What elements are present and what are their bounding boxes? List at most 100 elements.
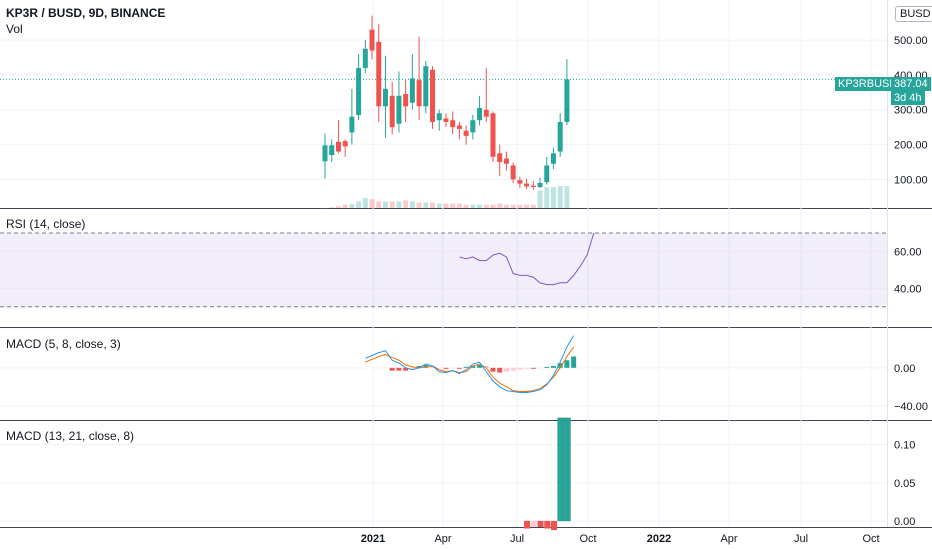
macd-fast-pane-label: MACD (5, 8, close, 3) xyxy=(6,337,121,351)
volume-bar xyxy=(436,203,442,208)
ticker-tag: KP3RBUSD xyxy=(835,77,901,91)
bar-countdown-tag: 3d 4h xyxy=(891,91,925,105)
macd-slow-histogram-bar xyxy=(544,520,551,529)
candle xyxy=(443,118,449,122)
macd-histogram-bar xyxy=(510,367,516,371)
candle xyxy=(564,79,570,122)
macd-histogram-bar xyxy=(477,364,483,368)
currency-button[interactable]: BUSD xyxy=(895,6,932,22)
candle xyxy=(322,145,328,162)
macd-slow-histogram-bar xyxy=(557,417,564,522)
volume-bar xyxy=(497,203,503,208)
macd-histogram-bar xyxy=(571,356,577,368)
x-tick-label: Jul xyxy=(794,533,808,545)
volume-bar xyxy=(463,204,469,208)
candle xyxy=(403,94,409,107)
candle xyxy=(524,183,530,187)
volume-bar xyxy=(342,204,348,208)
rsi-line xyxy=(459,232,595,286)
candle xyxy=(349,116,355,133)
y-tick-label: 500.00 xyxy=(894,35,928,47)
candle xyxy=(382,88,388,107)
volume-bar xyxy=(517,204,523,208)
candle xyxy=(369,29,375,51)
volume-bar xyxy=(403,200,409,208)
current-price-tag: 387.04 xyxy=(891,77,931,91)
x-tick-label: Apr xyxy=(720,533,737,545)
candle xyxy=(510,165,516,180)
volume-bar xyxy=(503,204,509,208)
volume-bar xyxy=(550,187,556,208)
volume-bar xyxy=(510,204,516,208)
macd-histogram-bar xyxy=(490,367,496,372)
macd-histogram-bar xyxy=(456,367,462,369)
volume-bar xyxy=(362,198,368,208)
candle xyxy=(396,95,402,124)
candle xyxy=(537,182,543,188)
macd-histogram-bar xyxy=(409,367,415,370)
volume-bar xyxy=(456,203,462,208)
volume-bar xyxy=(564,186,570,208)
macd-histogram-bar xyxy=(503,367,509,372)
macd-histogram-bar xyxy=(517,367,523,370)
macd-histogram-bar xyxy=(396,367,402,371)
candle xyxy=(477,108,483,121)
macd-histogram-bar xyxy=(483,365,489,368)
macd-histogram-bar xyxy=(564,360,570,368)
macd-histogram-bar xyxy=(416,365,422,368)
macd-histogram-bar xyxy=(557,363,563,368)
volume-bar xyxy=(443,203,449,208)
volume-bar xyxy=(557,186,563,208)
candle xyxy=(416,80,422,107)
candle xyxy=(557,121,563,152)
candle xyxy=(409,78,415,103)
volume-bar xyxy=(483,204,489,208)
volume-bar xyxy=(356,201,362,208)
x-tick-label: Jul xyxy=(510,533,524,545)
y-tick-label: 0.10 xyxy=(894,440,915,452)
y-tick-label: 40.00 xyxy=(894,283,922,295)
candle xyxy=(456,125,462,129)
volume-bar xyxy=(430,202,436,208)
volume-bar xyxy=(530,204,536,208)
candle xyxy=(329,145,335,156)
macd-slow-histogram-bar xyxy=(564,417,571,522)
candle xyxy=(335,141,341,152)
y-tick-label: 200.00 xyxy=(894,140,928,152)
candle xyxy=(376,41,382,107)
macd-slow-histogram-bar xyxy=(537,520,544,527)
y-tick-label: 0.00 xyxy=(894,363,915,375)
volume-bar xyxy=(544,187,550,208)
candle xyxy=(362,48,368,68)
volume-bar xyxy=(477,204,483,208)
y-tick-label: 0.00 xyxy=(894,516,915,528)
x-tick-label: 2022 xyxy=(647,533,671,545)
volume-bar xyxy=(382,201,388,208)
candle xyxy=(423,66,429,107)
candle xyxy=(436,113,442,121)
candle xyxy=(342,141,348,147)
macd-histogram-bar xyxy=(544,366,550,368)
symbol-title: KP3R / BUSD, 9D, BINANCE xyxy=(6,6,166,20)
macd-slow-histogram-bar xyxy=(524,520,531,529)
macd-histogram-bar xyxy=(497,367,503,373)
candle xyxy=(430,69,436,122)
x-tick-label: Oct xyxy=(579,533,596,545)
volume-bar xyxy=(376,201,382,208)
candle xyxy=(450,120,456,128)
macd-histogram-bar xyxy=(403,367,409,371)
candle xyxy=(356,67,362,115)
candle xyxy=(503,158,509,164)
macd-histogram-bar xyxy=(430,365,436,368)
macd-slow-pane-label: MACD (13, 21, close, 8) xyxy=(6,429,135,443)
macd-histogram-bar xyxy=(550,365,556,368)
candle xyxy=(470,120,476,133)
x-tick-label: Oct xyxy=(862,533,879,545)
candle xyxy=(517,180,523,184)
volume-bar xyxy=(524,204,530,208)
x-tick-label: 2021 xyxy=(361,533,385,545)
y-tick-label: −40.00 xyxy=(894,401,928,413)
candle xyxy=(530,185,536,188)
